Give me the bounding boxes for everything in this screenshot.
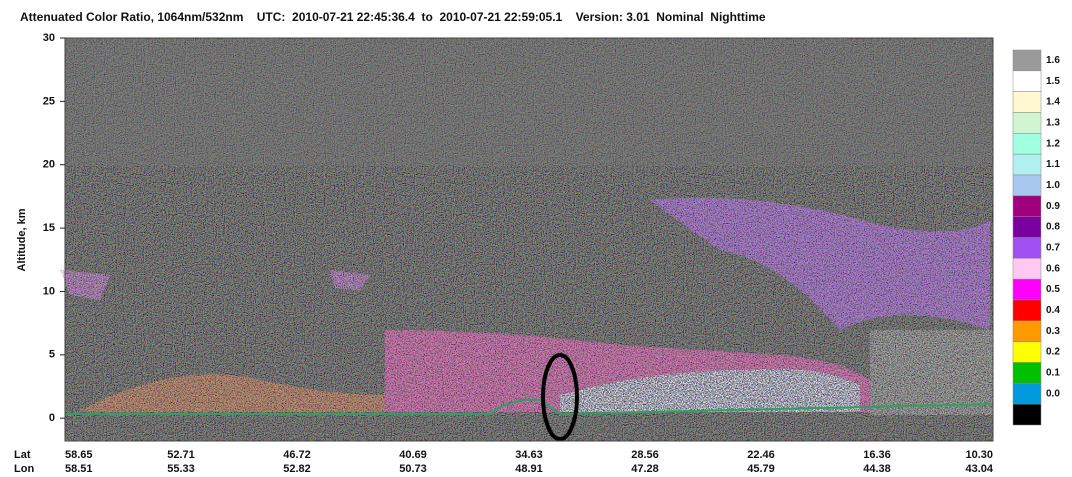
plot-frame — [64, 37, 994, 442]
y-tick-label: 25 — [43, 95, 55, 107]
surface-line — [65, 398, 994, 416]
x-tick-label: 34.63 — [515, 449, 543, 461]
x-tick-label: 52.71 — [167, 449, 195, 461]
x-tick-label: 50.73 — [399, 463, 427, 475]
colorbar-swatch — [1012, 49, 1042, 72]
x-tick-label: 10.30 — [965, 449, 993, 461]
x-row-name: Lon — [14, 463, 34, 475]
colorbar-swatch — [1012, 299, 1042, 322]
x-tick-label: 58.51 — [65, 463, 93, 475]
colorbar-swatch — [1012, 341, 1042, 363]
colorbar-label: 1.2 — [1046, 138, 1060, 149]
x-row-name: Lat — [14, 449, 31, 461]
x-tick-label: 43.04 — [965, 463, 993, 475]
y-tick-label: 20 — [43, 159, 55, 171]
colorbar-swatch — [1012, 112, 1042, 134]
colorbar-label: 0.4 — [1046, 305, 1060, 316]
colorbar-swatch — [1012, 237, 1042, 259]
cirrus — [650, 197, 990, 330]
x-tick-label: 52.82 — [283, 463, 311, 475]
colorbar-label: 1.1 — [1046, 159, 1060, 170]
colorbar-swatch — [1012, 362, 1042, 384]
x-tick-label: 48.91 — [515, 463, 543, 475]
x-tick-label: 58.65 — [65, 449, 93, 461]
x-tick-label: 16.36 — [863, 449, 891, 461]
colorbar-swatch — [1012, 91, 1042, 113]
colorbar-swatch — [1012, 216, 1042, 238]
low-cloud — [560, 369, 860, 412]
highlight-ellipse — [541, 353, 579, 441]
upper-noise — [65, 38, 993, 166]
colorbar-label: 1.0 — [1046, 180, 1060, 191]
colorbar-swatch — [1012, 70, 1042, 92]
surface-noise — [870, 330, 993, 415]
colorbar-swatch — [1012, 174, 1042, 197]
y-tick-label: 5 — [49, 349, 55, 361]
x-tick-label: 47.28 — [631, 463, 659, 475]
colorbar-label: 0.7 — [1046, 243, 1060, 254]
colorbar-label: 1.5 — [1046, 76, 1060, 87]
colorbar-label: 0.5 — [1046, 284, 1060, 295]
thin-cloud — [60, 270, 370, 300]
colorbar-swatch — [1012, 133, 1042, 155]
colorbar-label: 0.1 — [1046, 368, 1060, 379]
colorbar-swatch — [1012, 320, 1042, 342]
colorbar-swatch — [1012, 383, 1042, 405]
y-tick-label: 10 — [43, 285, 55, 297]
x-tick-label: 22.46 — [747, 449, 775, 461]
colorbar-label: 1.6 — [1046, 55, 1060, 66]
x-tick-label: 46.72 — [283, 449, 311, 461]
y-tick-label: 30 — [43, 32, 55, 44]
layers — [60, 197, 990, 412]
colorbar-swatch — [1012, 258, 1042, 280]
curtain — [60, 37, 994, 442]
x-tick-label: 40.69 — [399, 449, 427, 461]
colorbar-swatch — [1012, 278, 1042, 301]
y-tick-label: 0 — [49, 412, 55, 424]
colorbar-label: 0.2 — [1046, 347, 1060, 358]
colorbar-label: 0.9 — [1046, 201, 1060, 212]
x-tick-label: 28.56 — [631, 449, 659, 461]
colorbar-label: 1.4 — [1046, 97, 1060, 108]
y-axis-label: Altitude, km — [16, 208, 28, 271]
x-tick-label: 44.38 — [863, 463, 891, 475]
colorbar-label: 0.0 — [1046, 388, 1060, 399]
colorbar-label: 1.3 — [1046, 118, 1060, 129]
dust-layer — [80, 374, 385, 412]
colorbar-label: 0.3 — [1046, 326, 1060, 337]
y-tick-label: 15 — [43, 222, 55, 234]
colorbar-swatch — [1012, 195, 1042, 217]
x-tick-label: 45.79 — [747, 463, 775, 475]
colorbar-swatch — [1012, 403, 1042, 426]
colorbar-label: 0.6 — [1046, 263, 1060, 274]
chart-title: Attenuated Color Ratio, 1064nm/532nm UTC… — [20, 10, 766, 24]
colorbar-swatch — [1012, 153, 1042, 176]
x-tick-label: 55.33 — [167, 463, 195, 475]
colorbar-label: 0.8 — [1046, 222, 1060, 233]
